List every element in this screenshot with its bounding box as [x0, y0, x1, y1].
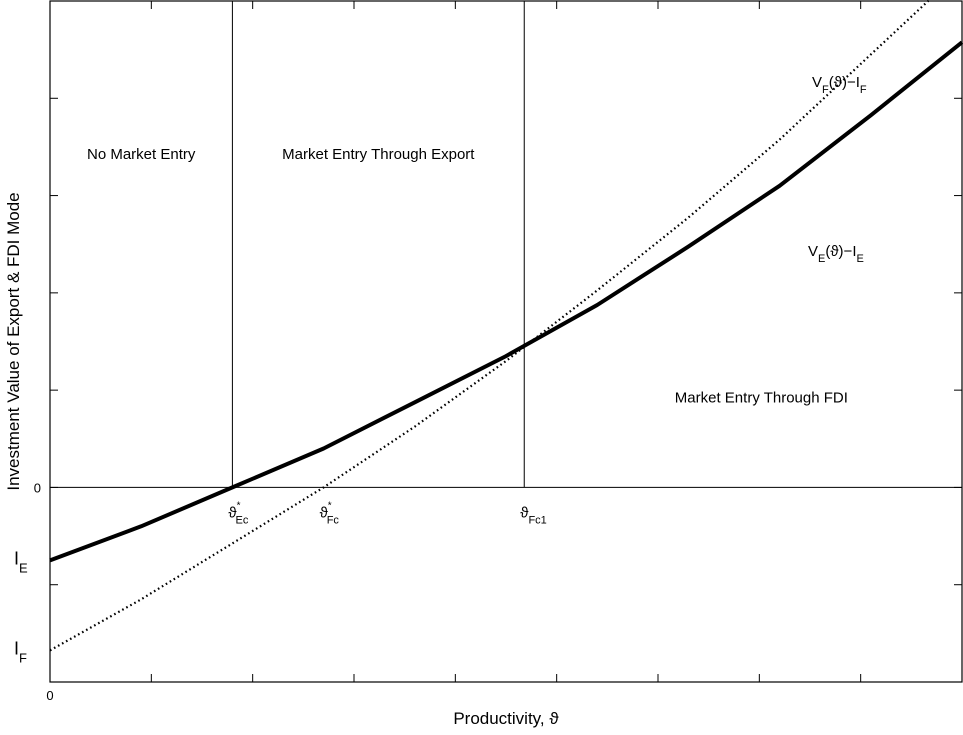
- plot-frame: [49, 0, 963, 683]
- y-axis-label: Investment Value of Export & FDI Mode: [4, 192, 23, 490]
- threshold-label-1: ϑ* Ec: [228, 500, 248, 526]
- x-tick-label: 0: [46, 688, 53, 703]
- fdi-curve-label: VF(ϑ)−IF: [812, 74, 867, 96]
- y-tick-label-F: IF: [14, 638, 27, 665]
- y-tick-label-E: IE: [14, 548, 28, 575]
- threshold-label-2: ϑ* Fc: [320, 500, 340, 526]
- threshold-label-3: ϑFc1: [520, 504, 547, 526]
- export-curve-label: VE(ϑ)−IE: [808, 243, 864, 265]
- region-label-3: Market Entry Through FDI: [675, 389, 848, 406]
- fdi-value-curve: [49, 0, 931, 652]
- region-label-1: No Market Entry: [87, 146, 196, 163]
- y-tick-label-zero: 0: [34, 480, 41, 495]
- export-value-curve: [49, 40, 963, 563]
- region-label-2: Market Entry Through Export: [282, 146, 475, 163]
- x-axis-label: Productivity, ϑ: [453, 709, 559, 728]
